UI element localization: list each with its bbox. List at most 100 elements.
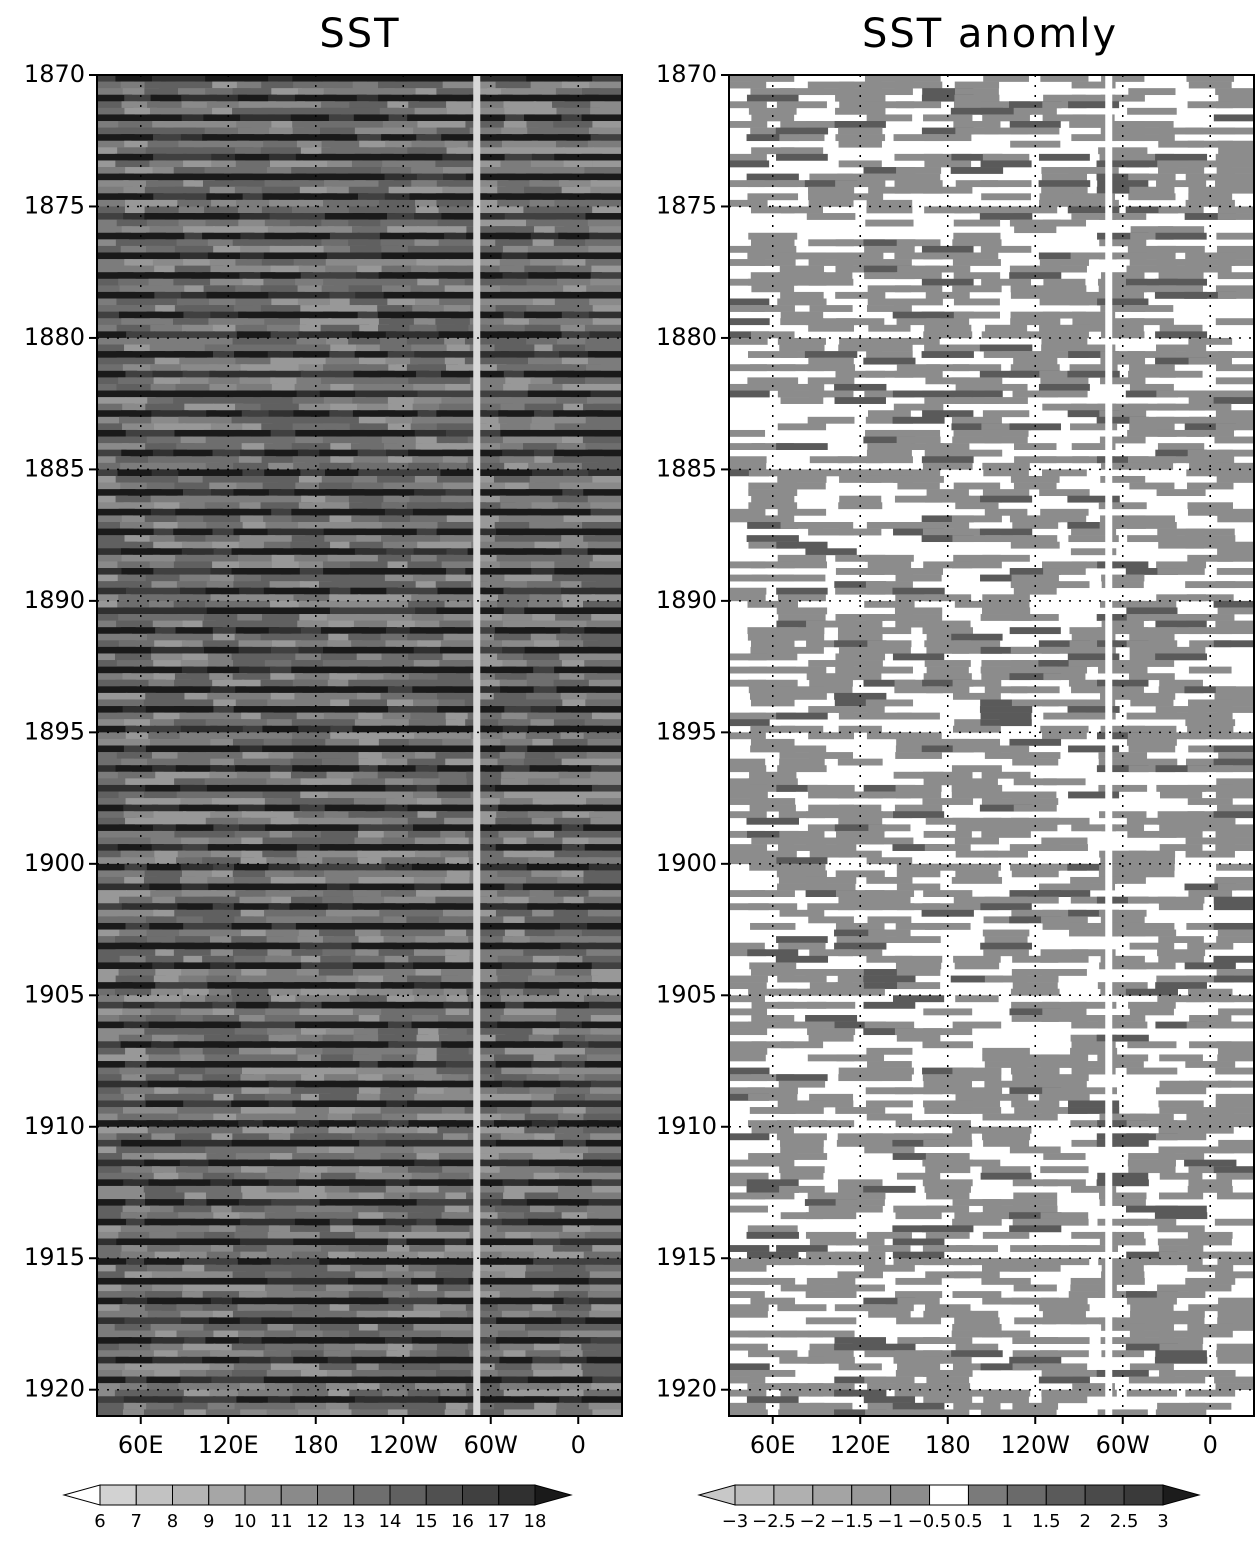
field-cell — [182, 542, 216, 549]
field-cell — [358, 469, 390, 476]
field-cell — [591, 1015, 624, 1022]
field-cell — [1214, 877, 1259, 884]
field-cell — [864, 246, 915, 253]
field-cell — [954, 95, 999, 102]
field-cell — [720, 154, 767, 161]
field-cell — [721, 765, 766, 772]
field-cell — [1160, 792, 1202, 799]
field-cell — [126, 798, 156, 805]
field-cell — [1128, 1002, 1176, 1009]
field-cell — [592, 476, 622, 483]
field-cell — [895, 956, 942, 963]
field-cell — [778, 594, 826, 601]
field-cell — [270, 160, 303, 167]
field-cell — [418, 1252, 447, 1259]
field-cell — [584, 193, 630, 200]
field-cell — [416, 443, 449, 450]
field-cell — [593, 160, 622, 167]
field-cell — [417, 1114, 447, 1121]
field-cell — [271, 1363, 302, 1370]
field-cell — [582, 851, 632, 858]
field-cell — [1130, 384, 1174, 391]
field-cell — [150, 285, 189, 292]
field-cell — [867, 305, 912, 312]
field-cell — [589, 1239, 627, 1246]
field-cell — [153, 1396, 187, 1403]
field-cell — [1186, 529, 1235, 536]
field-cell — [212, 798, 245, 805]
field-cell — [298, 299, 334, 306]
field-cell — [241, 1022, 274, 1029]
field-cell — [777, 765, 826, 772]
field-cell — [781, 1041, 823, 1048]
field-cell — [530, 1107, 567, 1114]
field-cell — [1013, 358, 1057, 365]
field-cell — [584, 732, 632, 739]
field-cell — [504, 1008, 536, 1015]
field-cell — [838, 818, 882, 825]
field-cell — [413, 1061, 451, 1068]
field-cell — [779, 345, 824, 352]
colorbar-label: 12 — [306, 1511, 329, 1532]
field-cell — [894, 568, 943, 575]
field-cell — [952, 285, 1001, 292]
field-cell — [1158, 956, 1204, 963]
field-cell — [1217, 824, 1259, 831]
field-cell — [588, 469, 626, 476]
field-cell — [922, 1041, 973, 1048]
field-cell — [777, 476, 826, 483]
field-cell — [1041, 838, 1087, 845]
field-cell — [896, 936, 940, 943]
field-cell — [585, 1232, 630, 1239]
field-cell — [589, 82, 625, 89]
field-cell — [1128, 601, 1177, 608]
field-cell — [778, 483, 826, 490]
field-cell — [1218, 450, 1259, 457]
field-cell — [777, 101, 827, 108]
panel: SST anomly187018751880188518901895190019… — [656, 11, 1259, 1532]
field-cell — [719, 976, 768, 983]
field-cell — [126, 331, 155, 338]
field-cell — [777, 976, 826, 983]
field-cell — [359, 141, 389, 148]
field-cell — [1218, 884, 1259, 891]
field-cell — [270, 601, 303, 608]
field-cell — [1010, 318, 1060, 325]
field-cell — [1218, 995, 1259, 1002]
field-cell — [983, 154, 1029, 161]
field-cell — [780, 384, 825, 391]
field-cell — [720, 1048, 767, 1055]
y-tick-label: 1905 — [24, 980, 85, 1008]
field-cell — [154, 640, 185, 647]
field-cell — [983, 75, 1029, 82]
field-cell — [585, 1061, 630, 1068]
field-cell — [583, 1350, 633, 1357]
field-cell — [504, 1390, 536, 1397]
field-cell — [155, 1363, 186, 1370]
field-cell — [1041, 844, 1088, 851]
field-cell — [1216, 364, 1259, 371]
field-cell — [241, 1107, 274, 1114]
field-cell — [589, 811, 626, 818]
field-cell — [412, 870, 453, 877]
field-cell — [183, 1344, 216, 1351]
colorbar-label: 14 — [379, 1511, 402, 1532]
field-cell — [359, 877, 390, 884]
field-cell — [414, 548, 452, 555]
field-cell — [447, 515, 477, 522]
field-cell — [384, 174, 422, 181]
field-cell — [1214, 640, 1259, 647]
field-cell — [583, 430, 631, 437]
field-cell — [181, 1008, 218, 1015]
field-cell — [585, 325, 630, 332]
field-cell — [563, 1258, 594, 1265]
field-cell — [981, 279, 1031, 286]
field-cell — [749, 108, 797, 115]
field-cell — [325, 739, 364, 746]
field-cell — [239, 1048, 276, 1055]
field-cell — [1189, 404, 1231, 411]
field-cell — [1217, 969, 1259, 976]
field-cell — [897, 884, 940, 891]
field-cell — [1041, 916, 1088, 923]
field-cell — [1127, 108, 1177, 115]
